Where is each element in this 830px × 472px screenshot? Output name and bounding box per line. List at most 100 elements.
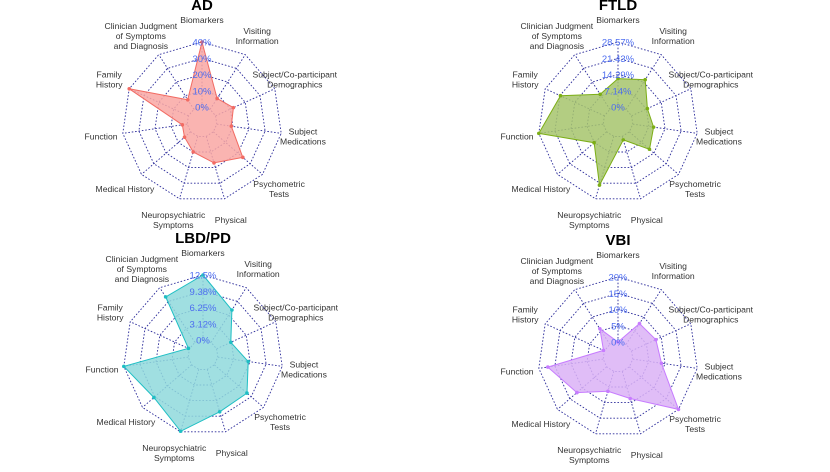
axis-label: Biomarkers	[181, 248, 224, 258]
tick-label: 20%	[192, 70, 212, 81]
axis-label-line: Medications	[280, 137, 326, 147]
axis-label-line: Medical History	[512, 184, 571, 194]
data-point	[229, 340, 233, 345]
data-polygon	[122, 274, 249, 432]
axis-label-line: Family	[97, 70, 123, 80]
axis-label-line: Medications	[281, 370, 327, 380]
axis-label-line: Information	[652, 271, 695, 281]
axis-label-line: of Symptoms	[532, 266, 582, 276]
axis-label-line: Family	[513, 305, 539, 315]
axis-label: Psychometric Tests	[253, 179, 305, 199]
data-point	[200, 40, 204, 44]
axis-label-line: Medical History	[512, 419, 571, 429]
data-point	[597, 183, 602, 187]
axis-label-line: History	[512, 80, 539, 90]
axis-label: Family History	[512, 305, 539, 325]
axis-label-line: and Diagnosis	[530, 41, 584, 51]
axis-label-line: of Symptoms	[116, 31, 166, 41]
data-point	[659, 361, 664, 366]
data-point	[127, 86, 132, 91]
axis-label-line: Medical History	[96, 184, 155, 194]
axis-label: Neuropsychiatric Symptoms	[557, 210, 622, 230]
axis-label-line: Neuropsychiatric	[557, 210, 622, 220]
axis-label-line: Demographics	[267, 80, 322, 90]
axis-label: Family History	[96, 70, 123, 90]
axis-label: Clinician Judgment of Symptoms and Diagnos…	[521, 21, 594, 51]
data-point	[558, 93, 563, 98]
data-point	[212, 161, 216, 165]
data-point	[201, 273, 205, 277]
axis-label: Psychometric Tests	[669, 179, 721, 199]
data-point	[186, 346, 191, 351]
axis-label-line: Physical	[631, 215, 663, 225]
axis-label-line: Symptoms	[154, 453, 195, 463]
axis-label: Neuropsychiatric Symptoms	[557, 445, 622, 465]
grid-ring	[538, 41, 698, 200]
axis-label-line: Subject	[290, 360, 319, 370]
data-point	[651, 125, 656, 129]
data-point	[241, 155, 245, 160]
axis-label: Psychometric Tests	[669, 414, 721, 434]
axis-label: Biomarkers	[596, 250, 639, 260]
axis-spoke	[621, 136, 641, 199]
data-point	[628, 396, 632, 401]
axis-label-line: Subject/Co-participant	[253, 70, 338, 80]
data-point	[601, 348, 606, 353]
data-point	[598, 326, 602, 331]
axis-label-line: Family	[513, 70, 539, 80]
axis-label: Clinician Judgment of Symptoms and Diagnos…	[105, 21, 178, 51]
data-point	[643, 77, 647, 82]
data-point	[645, 106, 650, 111]
axis-label-line: Tests	[269, 189, 289, 199]
axis-label-line: Clinician Judgment	[106, 254, 179, 264]
tick-label: 0%	[611, 103, 625, 114]
axis-label: Medical History	[512, 419, 571, 429]
data-point	[178, 429, 183, 434]
axis-label-line: Neuropsychiatric	[557, 445, 622, 455]
data-point	[676, 407, 681, 412]
axis-label-line: Subject/Co-participant	[669, 305, 754, 315]
data-polygon	[128, 41, 244, 164]
tick-label: 12.5%	[190, 271, 217, 282]
axis-label: Function	[501, 367, 534, 377]
axis-label: Physical	[215, 215, 247, 225]
axis-label-line: History	[96, 80, 123, 90]
axis-label-line: Neuropsychiatric	[141, 210, 206, 220]
axis-label: Subject Medications	[281, 360, 327, 380]
axis-label-line: and Diagnosis	[530, 276, 584, 286]
axis-label-line: Symptoms	[569, 455, 610, 465]
tick-label: 10%	[608, 305, 628, 316]
axis-label-line: and Diagnosis	[115, 274, 169, 284]
axis-label-line: and Diagnosis	[114, 41, 168, 51]
axis-label: Function	[86, 365, 119, 375]
axis-label-line: Biomarkers	[180, 15, 223, 25]
data-point	[217, 410, 222, 414]
axis-label: Family History	[97, 303, 124, 323]
axis-label-line: Visiting	[244, 259, 272, 269]
tick-label: 21.43%	[602, 54, 635, 65]
data-point	[654, 337, 658, 342]
data-point	[230, 308, 234, 312]
axis-label: Subject Medications	[280, 127, 326, 147]
data-polygon	[546, 322, 680, 411]
tick-label: 0%	[196, 336, 210, 347]
axis-label-line: Symptoms	[153, 220, 194, 230]
data-point	[616, 76, 620, 81]
axis-label: Clinician Judgment of Symptoms and Diagnos…	[521, 256, 594, 286]
axis-label-line: Demographics	[683, 315, 738, 325]
axis-label: Visiting Information	[652, 26, 695, 46]
chart-title: VBI	[605, 232, 630, 249]
axis-label-line: Function	[86, 365, 119, 375]
radar-panel-vbi: 0% 5% 10% 15% 20% Biomarkers Visiting Informati…	[501, 232, 754, 465]
axis-label: Medical History	[96, 184, 155, 194]
axis-label: Neuropsychiatric Symptoms	[142, 443, 207, 463]
data-point	[575, 390, 579, 395]
axis-label-line: Tests	[685, 189, 705, 199]
axis-label-line: History	[97, 313, 124, 323]
grid-ring	[171, 323, 235, 386]
axis-label-line: Demographics	[683, 80, 738, 90]
data-point	[180, 123, 185, 127]
axis-label-line: Psychometric	[669, 179, 721, 189]
axis-label: Medical History	[97, 417, 156, 427]
